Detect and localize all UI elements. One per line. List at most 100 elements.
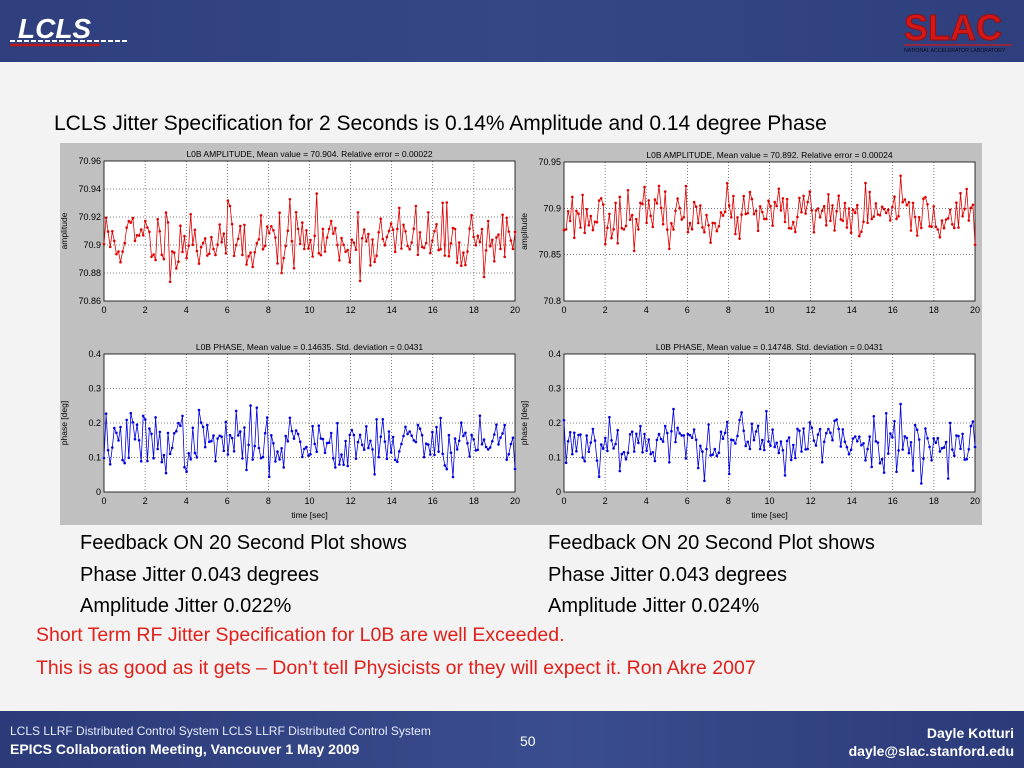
data-point	[389, 451, 393, 454]
data-point	[102, 242, 106, 246]
data-point	[119, 260, 122, 264]
footer-email: dayle@slac.stanford.edu	[848, 743, 1014, 759]
x-tick-label: 16	[428, 305, 438, 315]
data-point	[317, 251, 321, 255]
data-point	[431, 239, 434, 242]
data-point	[133, 437, 137, 441]
data-point	[373, 473, 376, 476]
data-point	[342, 463, 345, 467]
data-point	[296, 432, 300, 436]
data-point	[872, 415, 876, 418]
data-point	[164, 211, 168, 214]
data-point	[851, 437, 855, 440]
x-tick-label: 12	[346, 496, 356, 506]
data-point	[829, 431, 832, 435]
data-point	[408, 247, 412, 251]
data-point	[928, 225, 931, 228]
data-point	[738, 418, 741, 422]
data-point	[922, 457, 925, 460]
data-point	[930, 459, 933, 462]
data-point	[286, 440, 290, 443]
data-point	[932, 437, 935, 440]
data-point	[495, 236, 498, 239]
data-point	[422, 246, 426, 250]
caption-right: Feedback ON 20 Second Plot shows Phase J…	[548, 528, 875, 623]
data-point	[375, 418, 378, 421]
data-point	[127, 219, 131, 223]
data-point	[717, 451, 721, 455]
data-point	[177, 260, 180, 264]
data-point	[241, 253, 244, 257]
data-point	[891, 436, 894, 439]
x-tick-label: 4	[644, 496, 649, 506]
footer-line2: EPICS Collaboration Meeting, Vancouver 1…	[10, 741, 360, 757]
data-point	[641, 202, 644, 206]
data-point	[274, 236, 277, 239]
data-point	[323, 451, 327, 455]
x-tick-label: 2	[143, 305, 148, 315]
data-point	[837, 194, 840, 197]
data-point	[686, 230, 690, 234]
data-point	[131, 216, 135, 220]
data-point	[637, 441, 640, 445]
data-point	[740, 213, 743, 216]
data-point	[674, 440, 677, 444]
data-point	[261, 455, 265, 459]
data-point	[930, 225, 933, 228]
data-point	[172, 251, 176, 254]
data-point	[632, 249, 636, 253]
data-point	[104, 412, 108, 416]
data-point	[847, 207, 851, 210]
data-point	[589, 214, 593, 218]
data-point	[195, 456, 199, 459]
data-point	[503, 255, 507, 259]
data-point	[895, 217, 898, 221]
data-point	[959, 447, 962, 451]
data-point	[511, 247, 515, 251]
data-point	[595, 221, 599, 224]
data-point	[429, 453, 432, 456]
data-point	[897, 215, 900, 218]
data-point	[239, 430, 242, 433]
data-point	[462, 251, 465, 254]
data-point	[346, 464, 350, 468]
data-point	[601, 203, 605, 206]
data-point	[265, 416, 269, 419]
y-tick-label: 70.96	[78, 156, 101, 166]
data-point	[245, 468, 248, 472]
data-point	[212, 434, 215, 437]
data-point	[340, 236, 343, 240]
caption-left-line2: Phase Jitter 0.043 degrees	[80, 563, 320, 586]
data-point	[965, 187, 968, 191]
data-point	[924, 427, 927, 430]
slide-title: LCLS Jitter Specification for 2 Seconds …	[54, 112, 827, 135]
data-point	[131, 421, 135, 424]
data-point	[690, 436, 694, 440]
data-point	[616, 428, 619, 432]
data-point	[301, 455, 304, 459]
y-tick-label: 0.3	[548, 384, 561, 394]
data-point	[241, 457, 244, 460]
data-point	[420, 433, 424, 437]
data-point	[595, 459, 599, 462]
data-point	[232, 450, 236, 453]
data-point	[889, 432, 892, 435]
data-point	[220, 435, 223, 439]
data-point	[362, 448, 366, 451]
data-point	[814, 444, 818, 447]
data-point	[707, 423, 710, 426]
data-point	[249, 251, 252, 254]
data-point	[750, 422, 754, 426]
data-point	[284, 244, 288, 248]
data-point	[783, 474, 787, 477]
data-point	[692, 200, 696, 204]
data-point	[119, 425, 122, 429]
data-point	[761, 438, 764, 442]
data-point	[957, 434, 960, 438]
data-point	[484, 249, 488, 252]
data-point	[488, 446, 492, 449]
data-point	[593, 220, 597, 224]
data-point	[398, 450, 401, 453]
data-point	[166, 221, 170, 224]
x-tick-label: 18	[929, 496, 939, 506]
